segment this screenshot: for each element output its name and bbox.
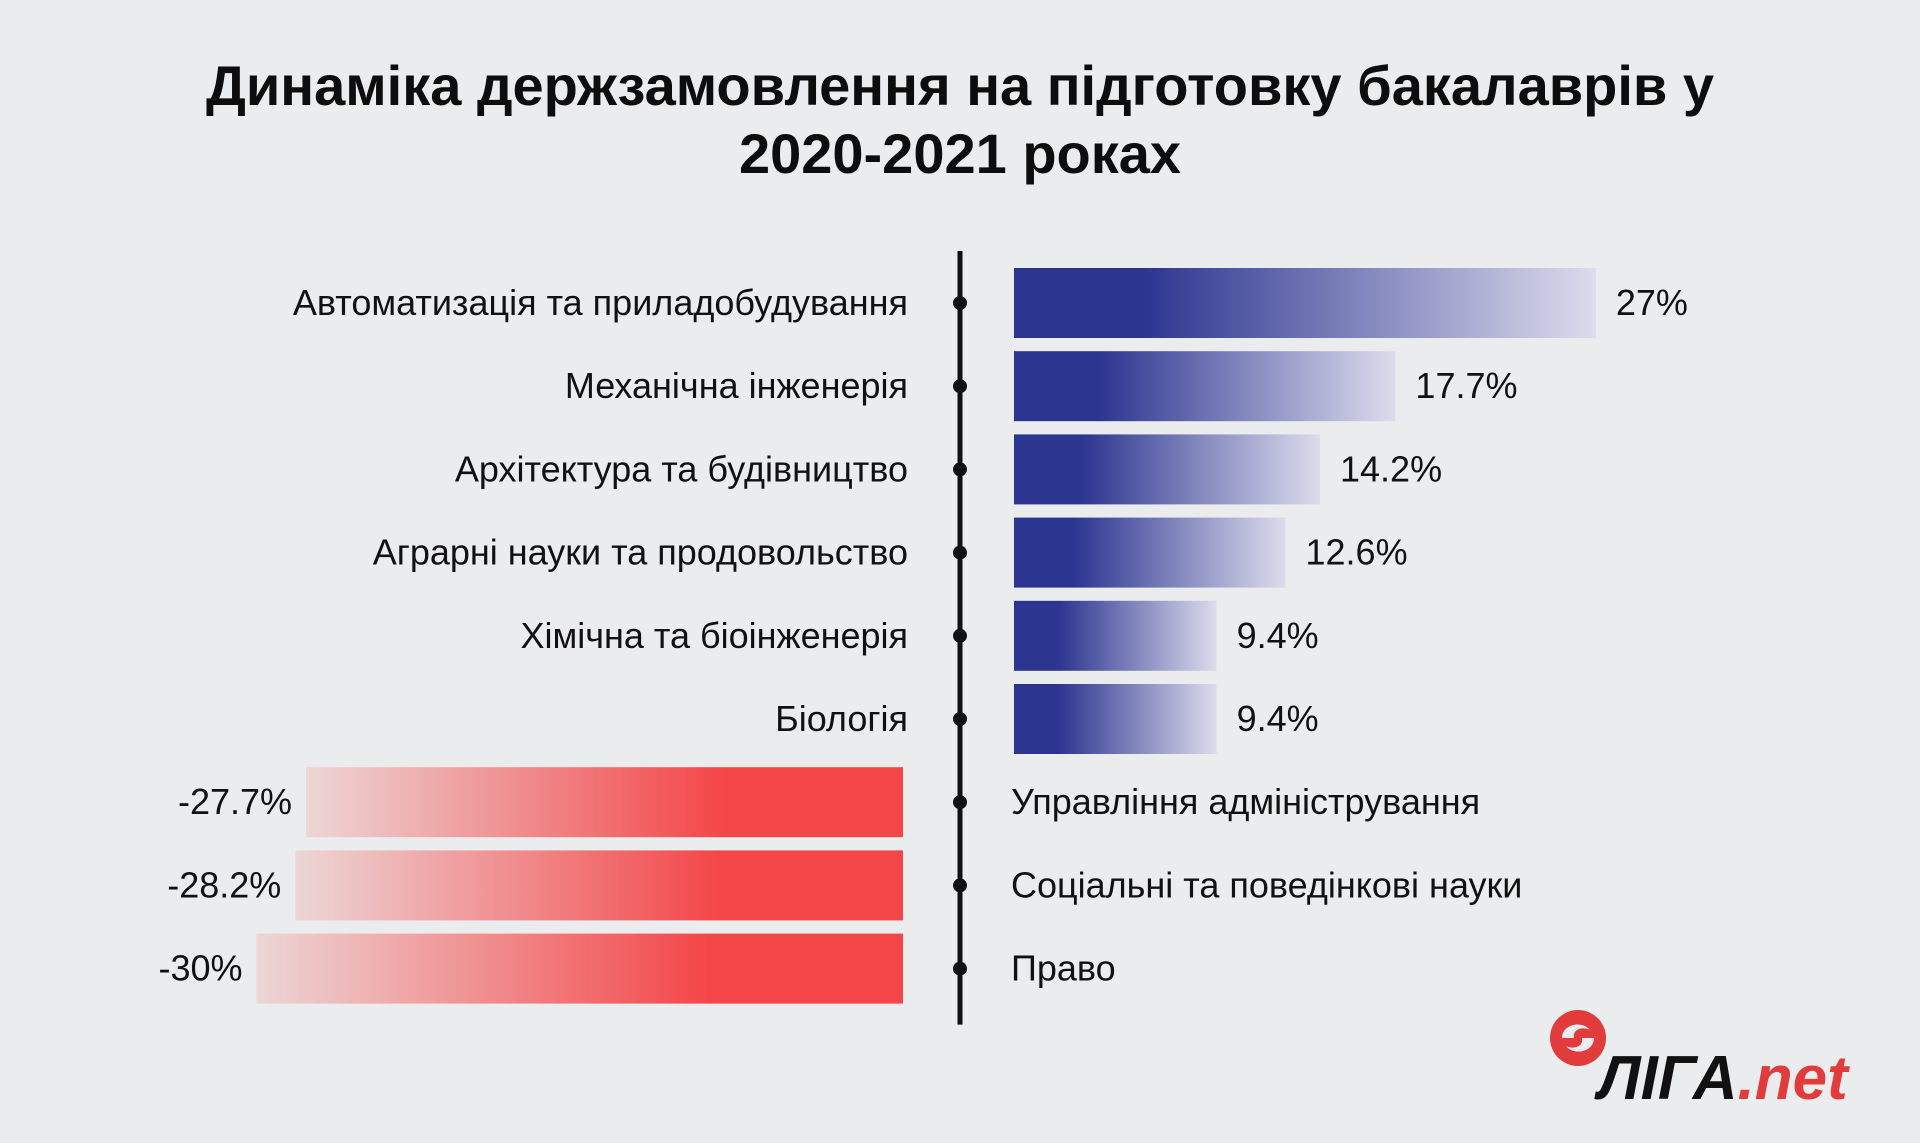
- bar-6: [1014, 684, 1217, 754]
- bar-3: [1014, 434, 1321, 505]
- value-label-3: 14.2%: [1340, 448, 1442, 489]
- category-label-4: Аграрні науки та продовольство: [373, 532, 908, 573]
- liga-swirl-icon: [1550, 1010, 1606, 1066]
- value-label-9: -30%: [158, 948, 242, 989]
- category-label-7: Управління адміністрування: [1011, 781, 1480, 822]
- axis-marker-7: [953, 795, 967, 810]
- axis-marker-3: [953, 462, 967, 477]
- axis-marker-9: [953, 961, 967, 976]
- labels-layer: Автоматизація та приладобудування 27% Меха…: [158, 282, 1687, 989]
- bar-9: [256, 933, 903, 1004]
- value-label-4: 12.6%: [1306, 532, 1408, 573]
- category-label-5: Хімічна та біоінженерія: [520, 615, 908, 656]
- value-label-6: 9.4%: [1237, 698, 1319, 739]
- axis-layer: [953, 251, 967, 1025]
- bar-2: [1014, 351, 1396, 422]
- logo-wordmark: ЛІГА.net: [1598, 1044, 1848, 1114]
- axis-marker-5: [953, 628, 967, 643]
- axis-marker-4: [953, 545, 967, 560]
- bars-layer: [256, 268, 1596, 1004]
- axis-marker-1: [953, 296, 967, 310]
- bar-1: [1014, 268, 1596, 338]
- chart-title-line-2: 2020-2021 роках: [738, 122, 1182, 185]
- logo-suffix-text: .net: [1737, 1044, 1848, 1113]
- value-label-1: 27%: [1616, 282, 1688, 323]
- bar-5: [1014, 600, 1217, 671]
- bar-8: [295, 850, 903, 921]
- category-label-9: Право: [1011, 948, 1116, 989]
- category-label-2: Механічна інженерія: [565, 365, 908, 406]
- value-label-7: -27.7%: [178, 781, 292, 822]
- axis-marker-6: [953, 712, 967, 726]
- bar-4: [1014, 517, 1286, 588]
- category-label-8: Соціальні та поведінкові науки: [1011, 864, 1522, 905]
- category-label-1: Автоматизація та приладобудування: [293, 282, 908, 323]
- chart-title: Динаміка держзамовлення на підготовку ба…: [0, 52, 1920, 188]
- liga-net-logo: ЛІГА.net: [1548, 1008, 1888, 1118]
- axis-marker-8: [953, 878, 967, 893]
- bar-7: [306, 767, 903, 838]
- value-label-2: 17.7%: [1415, 365, 1517, 406]
- chart-title-line-1: Динаміка держзамовлення на підготовку ба…: [205, 54, 1715, 117]
- logo-main-text: ЛІГА: [1598, 1044, 1738, 1113]
- axis-marker-2: [953, 379, 967, 394]
- category-label-6: Біологія: [775, 698, 908, 739]
- category-label-3: Архітектура та будівництво: [455, 448, 908, 489]
- value-label-8: -28.2%: [167, 864, 281, 905]
- value-label-5: 9.4%: [1237, 615, 1319, 656]
